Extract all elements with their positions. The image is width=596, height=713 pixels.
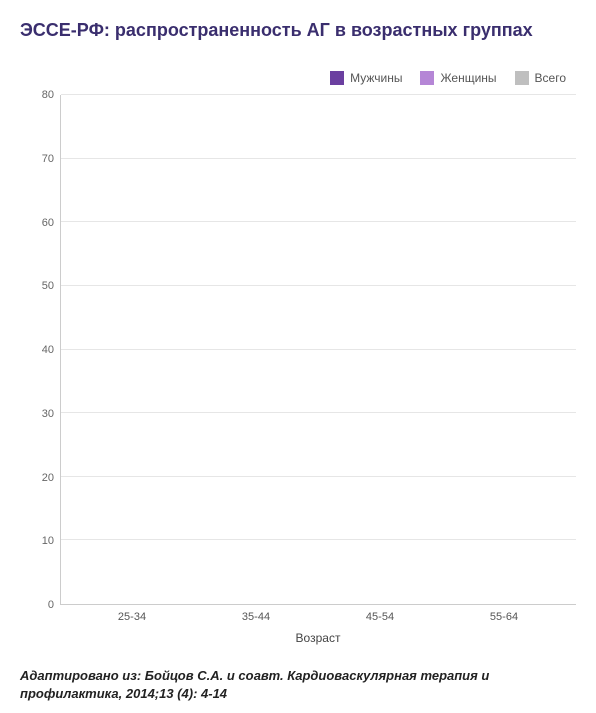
gridline xyxy=(61,349,576,350)
y-tick: 40 xyxy=(42,344,54,356)
y-tick: 50 xyxy=(42,280,54,292)
x-axis-labels: 25-3435-4445-5455-64 xyxy=(60,605,576,623)
chart-page: ЭССЕ-РФ: распространенность АГ в возраст… xyxy=(0,0,596,655)
legend-item-men: Мужчины xyxy=(330,71,402,85)
legend: Мужчины Женщины Всего xyxy=(20,71,576,85)
gridline xyxy=(61,158,576,159)
gridline xyxy=(61,94,576,95)
gridline xyxy=(61,221,576,222)
gridline xyxy=(61,285,576,286)
gridline xyxy=(61,476,576,477)
y-tick: 70 xyxy=(42,153,54,165)
gridline xyxy=(61,412,576,413)
chart-title: ЭССЕ-РФ: распространенность АГ в возраст… xyxy=(20,20,576,41)
x-label: 35-44 xyxy=(194,611,318,623)
plot-area xyxy=(60,95,576,605)
footnote: Адаптировано из: Бойцов С.А. и соавт. Ка… xyxy=(0,667,596,713)
x-label: 45-54 xyxy=(318,611,442,623)
y-tick: 80 xyxy=(42,89,54,101)
x-label: 55-64 xyxy=(442,611,566,623)
y-tick: 0 xyxy=(48,599,54,611)
x-label: 25-34 xyxy=(70,611,194,623)
y-axis: 01020304050607080 xyxy=(20,95,60,605)
legend-swatch-women xyxy=(420,71,434,85)
legend-label-men: Мужчины xyxy=(350,71,402,85)
legend-swatch-total xyxy=(515,71,529,85)
x-axis-title: Возраст xyxy=(60,631,576,645)
legend-swatch-men xyxy=(330,71,344,85)
legend-label-women: Женщины xyxy=(440,71,496,85)
y-tick: 60 xyxy=(42,217,54,229)
gridline xyxy=(61,539,576,540)
bar-groups xyxy=(61,95,576,604)
y-tick: 20 xyxy=(42,472,54,484)
y-tick: 10 xyxy=(42,535,54,547)
y-tick: 30 xyxy=(42,408,54,420)
chart-area: 01020304050607080 xyxy=(20,95,576,605)
legend-item-total: Всего xyxy=(515,71,566,85)
legend-label-total: Всего xyxy=(535,71,566,85)
legend-item-women: Женщины xyxy=(420,71,496,85)
